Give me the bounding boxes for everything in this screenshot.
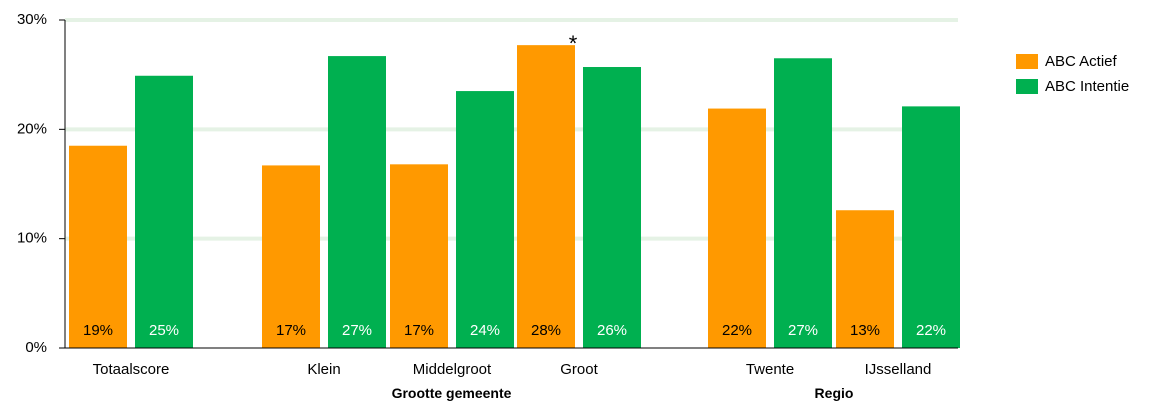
bar — [836, 210, 894, 348]
bars: 19% 25% 17% 27% 17% 24% 28% 26% 22% 27% 13% 22% * — [69, 31, 960, 349]
bar — [328, 56, 386, 349]
bar — [262, 165, 320, 348]
data-label: 13% — [850, 322, 880, 339]
data-label: 28% — [531, 322, 561, 339]
legend-swatch — [1016, 79, 1038, 94]
legend-swatch — [1016, 54, 1038, 69]
x-tick-label: Klein — [307, 361, 340, 378]
bar — [774, 58, 832, 349]
data-label: 22% — [916, 322, 946, 339]
data-label: 27% — [342, 322, 372, 339]
bar — [456, 91, 514, 349]
data-label: 25% — [149, 322, 179, 339]
y-tick-label: 10% — [17, 230, 47, 247]
legend-label: ABC Intentie — [1045, 78, 1129, 95]
legend: ABC Actief ABC Intentie — [1016, 53, 1129, 95]
legend-label: ABC Actief — [1045, 53, 1118, 70]
data-label: 17% — [404, 322, 434, 339]
data-label: 17% — [276, 322, 306, 339]
bar — [902, 106, 960, 348]
data-label: 27% — [788, 322, 818, 339]
bar — [583, 67, 641, 348]
x-tick-label: Middelgroot — [413, 361, 492, 378]
bar — [135, 75, 193, 348]
group-label: Grootte gemeente — [392, 385, 512, 401]
x-tick-label: Groot — [560, 361, 598, 378]
annotation-asterisk: * — [569, 31, 578, 56]
bar — [390, 164, 448, 348]
y-tick-label: 0% — [25, 339, 47, 356]
bar — [69, 145, 127, 348]
bar — [517, 45, 575, 348]
axes: 0% 10% 20% 30% Totaalscore Klein Middelgroot Gr… — [17, 11, 958, 401]
x-tick-label: IJsselland — [865, 361, 932, 378]
group-label: Regio — [815, 385, 854, 401]
data-label: 24% — [470, 322, 500, 339]
x-tick-label: Twente — [746, 361, 794, 378]
bar — [708, 108, 766, 348]
data-label: 22% — [722, 322, 752, 339]
data-label: 26% — [597, 322, 627, 339]
y-tick-label: 20% — [17, 120, 47, 137]
x-tick-label: Totaalscore — [93, 361, 170, 378]
data-label: 19% — [83, 322, 113, 339]
y-tick-label: 30% — [17, 11, 47, 28]
